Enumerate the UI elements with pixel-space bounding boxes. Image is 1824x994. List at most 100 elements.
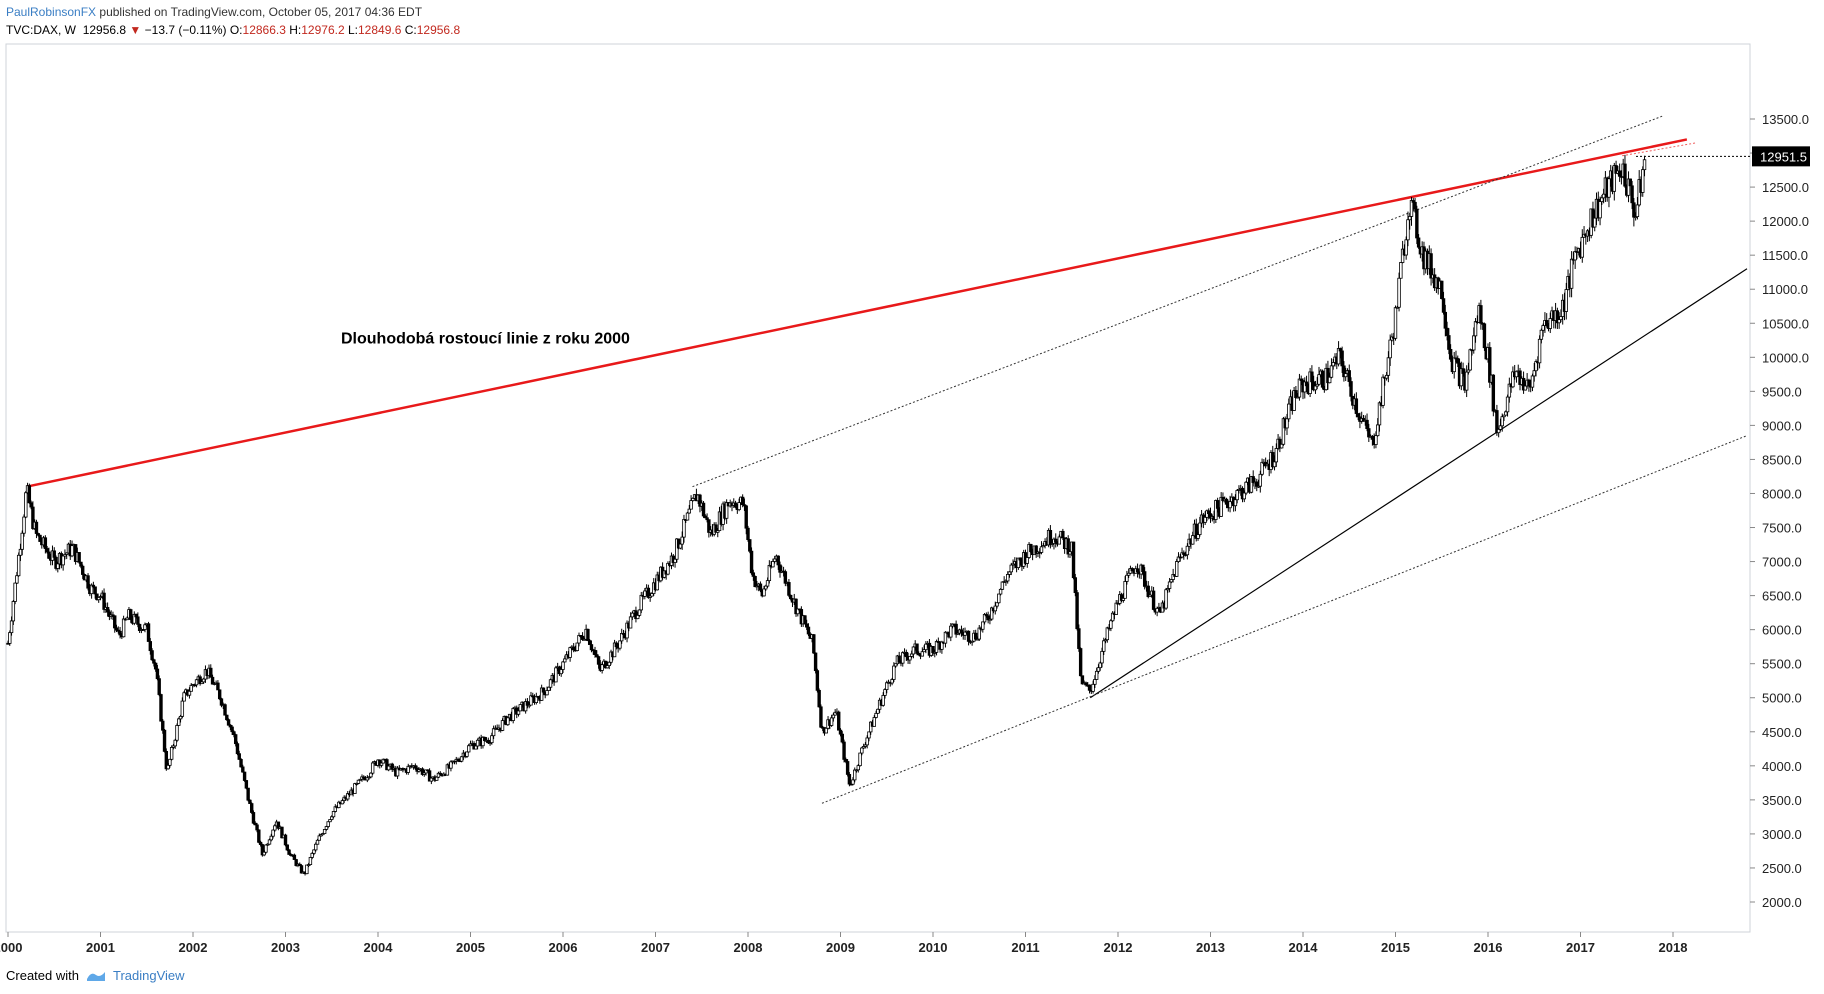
candle-body xyxy=(167,765,170,768)
candle-body xyxy=(1295,391,1298,398)
candle-body xyxy=(1504,412,1507,415)
candle-body xyxy=(644,591,647,596)
candle-body xyxy=(1076,593,1079,629)
candle-body xyxy=(960,630,963,633)
candle-body xyxy=(766,581,769,587)
candle-body xyxy=(893,666,896,679)
lower-channel-line[interactable] xyxy=(822,436,1747,804)
candle-body xyxy=(1010,565,1013,572)
tradingview-logo-icon xyxy=(85,969,107,983)
candle-body xyxy=(866,738,869,745)
candle-body xyxy=(14,583,17,601)
candle-body xyxy=(1152,591,1155,609)
candle-body xyxy=(231,727,234,732)
candle-body xyxy=(94,587,97,594)
candle-body xyxy=(608,662,611,665)
candle-body xyxy=(1542,326,1545,331)
candle-body xyxy=(848,774,851,784)
candle-body xyxy=(1368,429,1371,437)
candle-body xyxy=(955,624,958,634)
candle-body xyxy=(1110,621,1113,629)
candle-body xyxy=(1191,536,1194,544)
candle-body xyxy=(1207,511,1210,514)
candle-body xyxy=(309,857,312,864)
candle-body xyxy=(1629,179,1632,186)
candle-body xyxy=(1078,629,1081,649)
candle-body xyxy=(1355,399,1358,414)
candle-body xyxy=(512,708,515,720)
x-tick-label: 2012 xyxy=(1104,940,1133,955)
candle-body xyxy=(466,752,469,756)
candle-body xyxy=(905,652,908,656)
candle-body xyxy=(491,736,494,743)
candle-body xyxy=(1469,350,1472,370)
candle-body xyxy=(921,652,924,656)
y-tick-label: 2500.0 xyxy=(1762,861,1802,876)
candle-body xyxy=(1216,500,1219,508)
candle-body xyxy=(1560,317,1563,320)
candle-body xyxy=(71,546,74,556)
candle-body xyxy=(1414,202,1417,209)
candle-body xyxy=(1344,374,1347,377)
candle-body xyxy=(1643,160,1646,170)
last-price-marker: 12951.5 xyxy=(1636,146,1810,166)
long-term-resistance-line[interactable] xyxy=(27,139,1687,486)
candle-body xyxy=(1618,171,1621,176)
candle-body xyxy=(1641,170,1644,193)
candle-body xyxy=(80,562,83,566)
candle-body xyxy=(12,601,15,620)
candle-body xyxy=(1357,414,1360,417)
candle-body xyxy=(818,690,821,706)
price-chart[interactable]: 2000.02500.03000.03500.04000.04500.05000… xyxy=(0,0,1824,994)
candle-body xyxy=(1375,436,1378,445)
candle-body xyxy=(53,551,56,557)
candle-body xyxy=(1398,278,1401,307)
candle-body xyxy=(1286,419,1289,428)
candle-body xyxy=(28,486,31,503)
candle-body xyxy=(314,844,317,850)
candle-body xyxy=(1088,685,1091,690)
candle-body xyxy=(1321,371,1324,387)
candle-body xyxy=(590,645,593,650)
candle-body xyxy=(106,607,109,612)
candle-body xyxy=(16,576,19,583)
y-tick-label: 3500.0 xyxy=(1762,793,1802,808)
candle-body xyxy=(1165,590,1168,608)
candle-body xyxy=(1565,290,1568,312)
candle-body xyxy=(316,840,319,844)
candle-body xyxy=(686,513,689,520)
upper-channel-line[interactable] xyxy=(693,116,1664,487)
candle-body xyxy=(46,549,49,552)
candle-body xyxy=(597,657,600,665)
candle-body xyxy=(764,586,767,589)
candle-body xyxy=(1474,322,1477,336)
candle-body xyxy=(813,635,816,653)
candle-body xyxy=(1633,203,1636,217)
candle-body xyxy=(681,537,684,544)
candle-body xyxy=(181,701,184,716)
candle-body xyxy=(546,691,549,695)
candle-body xyxy=(1533,371,1536,376)
candle-body xyxy=(640,595,643,610)
candle-body xyxy=(450,762,453,768)
x-tick-label: 2005 xyxy=(456,940,485,955)
candle-body xyxy=(1631,186,1634,203)
candle-body xyxy=(1062,531,1065,537)
candle-body xyxy=(156,669,159,679)
candle-body xyxy=(702,503,705,516)
candle-body xyxy=(1480,306,1483,324)
candle-body xyxy=(873,717,876,726)
candle-body xyxy=(772,561,775,566)
candle-body xyxy=(1549,319,1552,329)
candle-body xyxy=(1499,426,1502,430)
candle-body xyxy=(160,695,163,722)
x-tick-label: 2015 xyxy=(1381,940,1410,955)
candle-body xyxy=(519,705,522,711)
candle-body xyxy=(932,646,935,652)
candle-body xyxy=(759,584,762,590)
candle-body xyxy=(211,677,214,684)
candle-body xyxy=(587,629,590,640)
support-line-line[interactable] xyxy=(1090,269,1747,698)
tradingview-brand[interactable]: TradingView xyxy=(113,968,185,984)
candle-body xyxy=(1273,462,1276,467)
